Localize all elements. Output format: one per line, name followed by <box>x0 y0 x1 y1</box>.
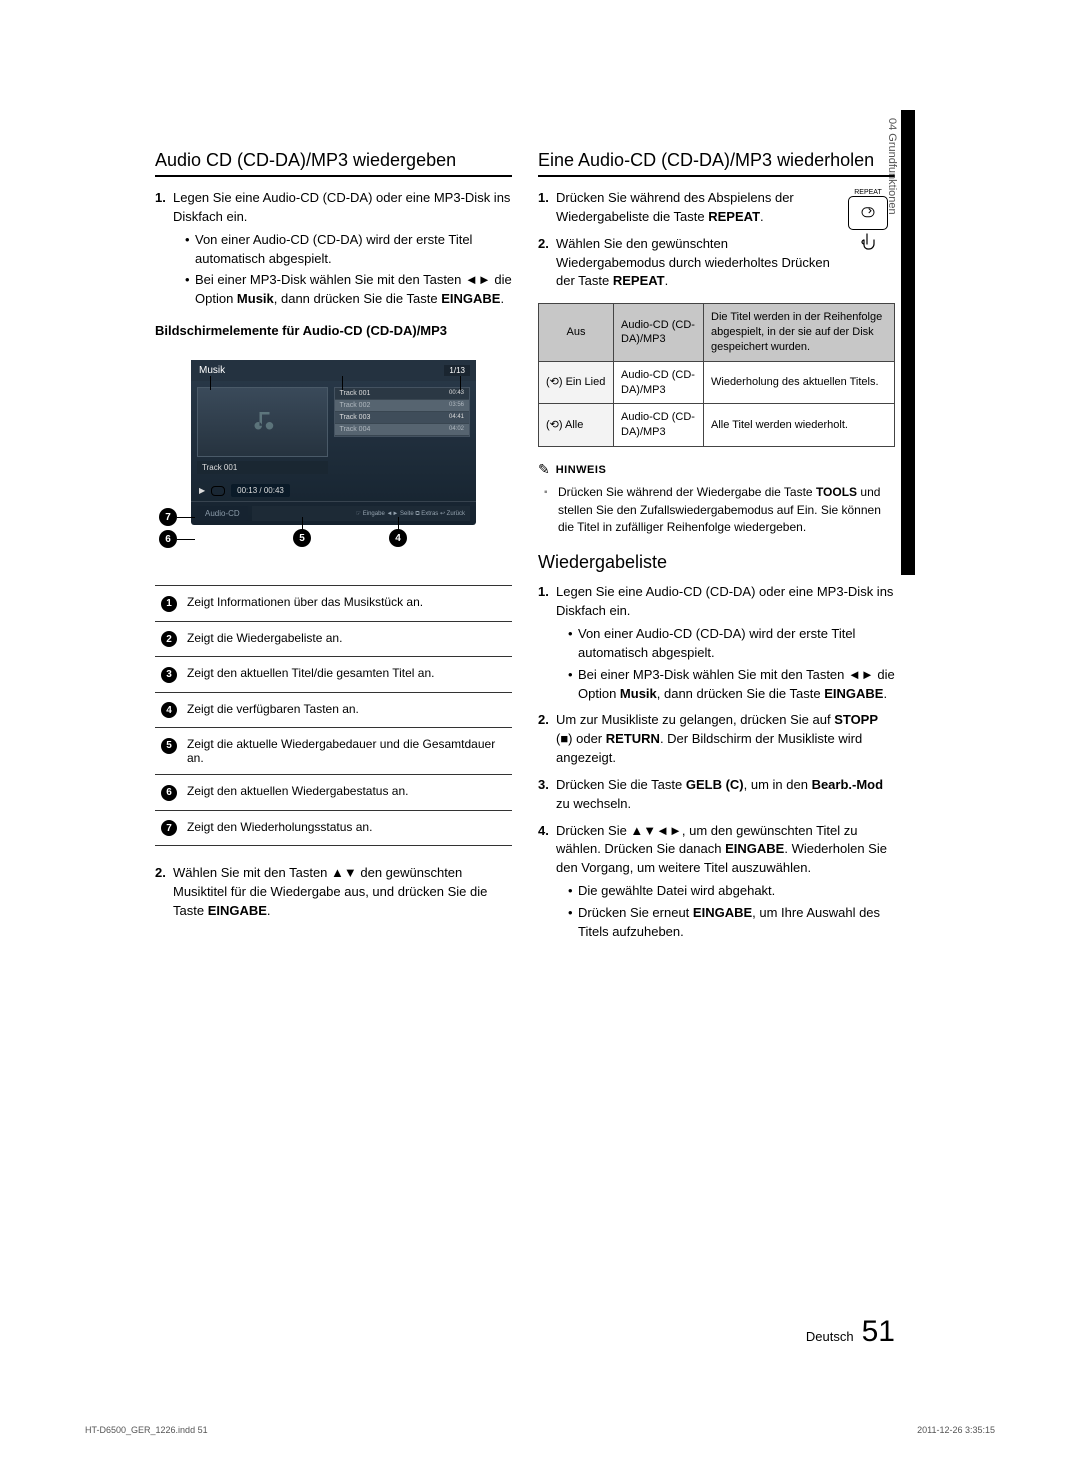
player-subhead: Bildschirmelemente für Audio-CD (CD-DA)/… <box>155 323 512 338</box>
player-title: Musik 1/13 <box>191 360 476 381</box>
playlist-heading: Wiedergabeliste <box>538 552 895 573</box>
hint-bar: ☞ Eingabe ◄► Seite ⧉ Extras ↩ Zurück <box>252 506 470 521</box>
wl-step-2: 2. Um zur Musikliste zu gelangen, drücke… <box>538 711 895 768</box>
legend-table: 1Zeigt Informationen über das Musikstück… <box>155 585 512 846</box>
repeat-icon <box>211 486 225 496</box>
disc-type: Audio-CD <box>197 506 248 521</box>
note-icon: ✎ <box>538 461 550 478</box>
time-display: 00:13 / 00:43 <box>231 484 290 497</box>
page-footer: Deutsch 51 <box>155 1315 895 1349</box>
right-column: Eine Audio-CD (CD-DA)/MP3 wiederholen RE… <box>538 150 895 950</box>
r-step-2: 2. Wählen Sie den gewünschten Wiedergabe… <box>538 235 895 292</box>
step-2: 2. Wählen Sie mit den Tasten ▲▼ den gewü… <box>155 864 512 921</box>
player-mockup: Musik 1/13 Track 001 Track 00100:43 <box>191 360 476 525</box>
wl-step-1: 1. Legen Sie eine Audio-CD (CD-DA) oder … <box>538 583 895 703</box>
print-info: HT-D6500_GER_1226.indd 51 2011-12-26 3:3… <box>85 1425 995 1435</box>
callout-6: 6 <box>159 530 177 548</box>
step-1: 1. Legen Sie eine Audio-CD (CD-DA) oder … <box>155 189 512 309</box>
player-mockup-wrap: 1 2 3 Musik 1/13 Track 001 <box>155 360 512 525</box>
wl-step-4: 4. Drücken Sie ▲▼◄►, um den gewünschten … <box>538 822 895 942</box>
left-heading: Audio CD (CD-DA)/MP3 wiedergeben <box>155 150 512 177</box>
note-body: Drücken Sie während der Wiedergabe die T… <box>538 484 895 536</box>
step1-bullet1: Von einer Audio-CD (CD-DA) wird der erst… <box>185 231 512 269</box>
right-heading: Eine Audio-CD (CD-DA)/MP3 wiederholen <box>538 150 895 177</box>
current-track-name: Track 001 <box>197 461 328 474</box>
track-counter: 1/13 <box>444 365 470 376</box>
side-black-tab <box>901 110 915 575</box>
wl-step-3: 3. Drücken Sie die Taste GELB (C), um in… <box>538 776 895 814</box>
album-art-icon <box>197 387 328 457</box>
callout-5: 5 <box>293 529 311 547</box>
track-list: Track 00100:43 Track 00203:56 Track 0030… <box>334 387 471 437</box>
player-status-bar: ▶ 00:13 / 00:43 <box>191 480 476 501</box>
callout-4: 4 <box>389 529 407 547</box>
manual-page: 04 Grundfunktionen Audio CD (CD-DA)/MP3 … <box>0 0 1080 1479</box>
callout-7: 7 <box>159 508 177 526</box>
left-column: Audio CD (CD-DA)/MP3 wiedergeben 1. Lege… <box>155 150 512 950</box>
r-step-1: 1. Drücken Sie während des Abspielens de… <box>538 189 895 227</box>
play-icon: ▶ <box>199 486 205 495</box>
note-header: ✎ HINWEIS <box>538 461 895 478</box>
repeat-modes-table: Aus Audio-CD (CD-DA)/MP3 Die Titel werde… <box>538 303 895 447</box>
step1-bullet2: Bei einer MP3-Disk wählen Sie mit den Ta… <box>185 271 512 309</box>
